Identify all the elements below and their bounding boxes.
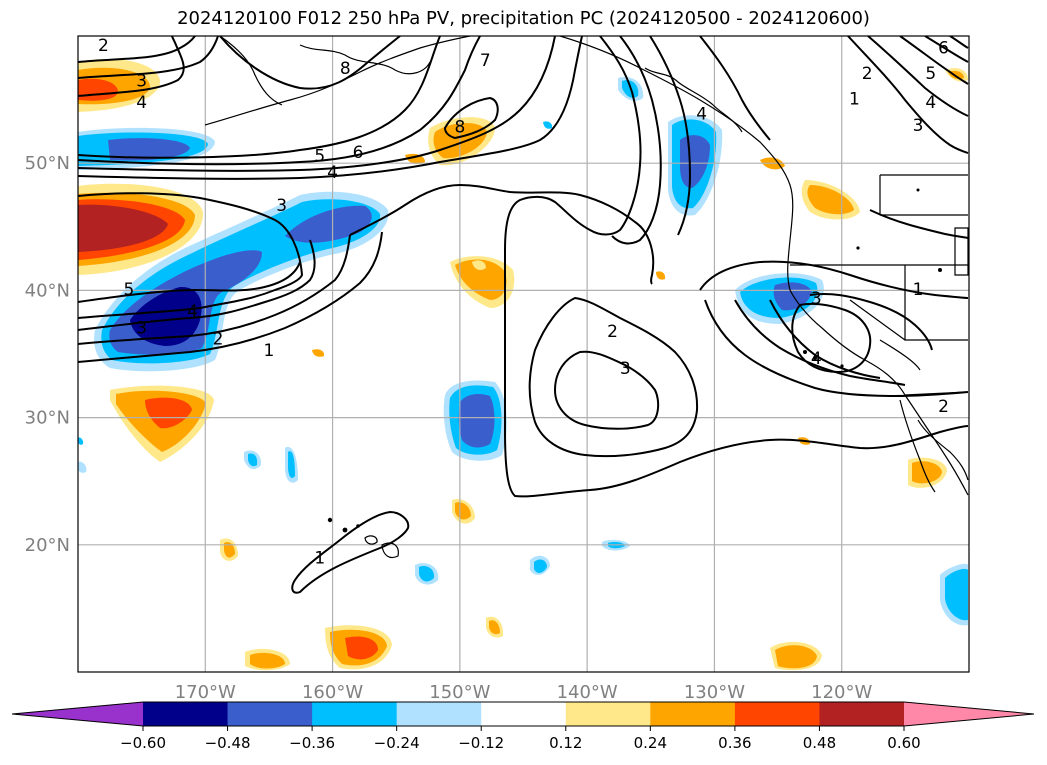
pv-contour-label: 3 (136, 72, 147, 92)
map-frame (77, 35, 970, 673)
pv-contour-label: 7 (480, 51, 491, 71)
colorbar-cells (143, 702, 905, 726)
colorbar-cell (819, 702, 905, 726)
colorbar-tick-label: 0.24 (634, 734, 667, 752)
pv-contour-label: 6 (938, 38, 949, 58)
colorbar-cell (396, 702, 482, 726)
lat-tick-label: 50°N (25, 153, 70, 174)
latitude-labels: 50°N 40°N 30°N 20°N (25, 153, 70, 556)
lat-tick-label: 20°N (25, 535, 70, 556)
map-title: 2024120100 F012 250 hPa PV, precipitatio… (177, 8, 870, 29)
lon-tick-label: 120°W (811, 682, 872, 703)
precip-positive-blobs (78, 59, 968, 671)
pv-contours (78, 36, 969, 594)
lon-tick-label: 130°W (684, 682, 745, 703)
pv-contour-label: 3 (276, 196, 287, 216)
pv-contour-label: 5 (124, 280, 135, 300)
colorbar-cell (312, 702, 398, 726)
pv-contour-label: 4 (811, 349, 822, 369)
lon-tick-label: 170°W (175, 682, 236, 703)
pv-contour-label: 3 (620, 359, 631, 379)
gridlines (78, 36, 969, 672)
colorbar-tick-label: −0.12 (458, 734, 504, 752)
lon-tick-label: 150°W (429, 682, 490, 703)
colorbar-cell (565, 702, 651, 726)
precip-negative-blobs (78, 76, 968, 626)
pv-contour-label: 4 (136, 93, 147, 113)
colorbar-tick-label: −0.48 (205, 734, 251, 752)
longitude-labels: 170°W 160°W 150°W 140°W 130°W 120°W (175, 682, 873, 703)
colorbar-cell (227, 702, 313, 726)
colorbar-tick-label: −0.36 (289, 734, 335, 752)
lat-tick-label: 40°N (25, 280, 70, 301)
pv-contour-label: 4 (696, 105, 707, 125)
pv-contour-label: 2 (607, 322, 618, 342)
colorbar-cell (143, 702, 229, 726)
pv-contour-label: 4 (925, 93, 936, 113)
lon-tick-label: 160°W (302, 682, 363, 703)
pv-contour-label: 5 (925, 64, 936, 84)
pv-contour-label: 1 (314, 549, 325, 569)
pv-contour-label: 3 (811, 289, 822, 309)
pv-contour-label: 1 (913, 280, 924, 300)
colorbar-tick-label: 0.12 (549, 734, 582, 752)
pv-contour-label: 2 (862, 64, 873, 84)
pv-contour-label: 1 (849, 89, 860, 109)
colorbar-tick-label: −0.60 (120, 734, 166, 752)
pv-contour-label: 8 (340, 59, 351, 79)
colorbar: −0.60 −0.48 −0.36 −0.24 −0.12 0.12 0.24 0.36 0.4… (11, 701, 1035, 752)
colorbar-tick-label: −0.24 (374, 734, 420, 752)
colorbar-tick-label: 0.36 (718, 734, 751, 752)
colorbar-over-arrow (904, 702, 1034, 726)
colorbar-tick-label: 0.60 (887, 734, 920, 752)
pv-contour-label: 2 (938, 397, 949, 417)
lon-tick-label: 140°W (557, 682, 618, 703)
pv-contour-label: 5 (314, 147, 325, 167)
pv-contour-label: 8 (454, 117, 465, 137)
pv-contour-label: 3 (913, 116, 924, 136)
colorbar-ticks: −0.60 −0.48 −0.36 −0.24 −0.12 0.12 0.24 0.36 0.4… (120, 726, 921, 752)
coastlines (204, 36, 969, 496)
colorbar-cell (481, 702, 567, 726)
pv-contour-label: 4 (327, 163, 338, 183)
islands (327, 188, 942, 559)
colorbar-under-arrow (12, 702, 143, 726)
pv-contour-label: 6 (353, 143, 364, 163)
pv-contour-label: 3 (136, 318, 147, 338)
pv-contour-label: 4 (187, 302, 198, 322)
pv-contour-label: 2 (98, 36, 109, 56)
colorbar-tick-label: 0.48 (803, 734, 836, 752)
pv-contour-label: 2 (213, 330, 224, 350)
colorbar-cell (734, 702, 820, 726)
colorbar-cell (650, 702, 736, 726)
lat-tick-label: 30°N (25, 408, 70, 429)
pv-contour-label: 1 (264, 341, 275, 361)
